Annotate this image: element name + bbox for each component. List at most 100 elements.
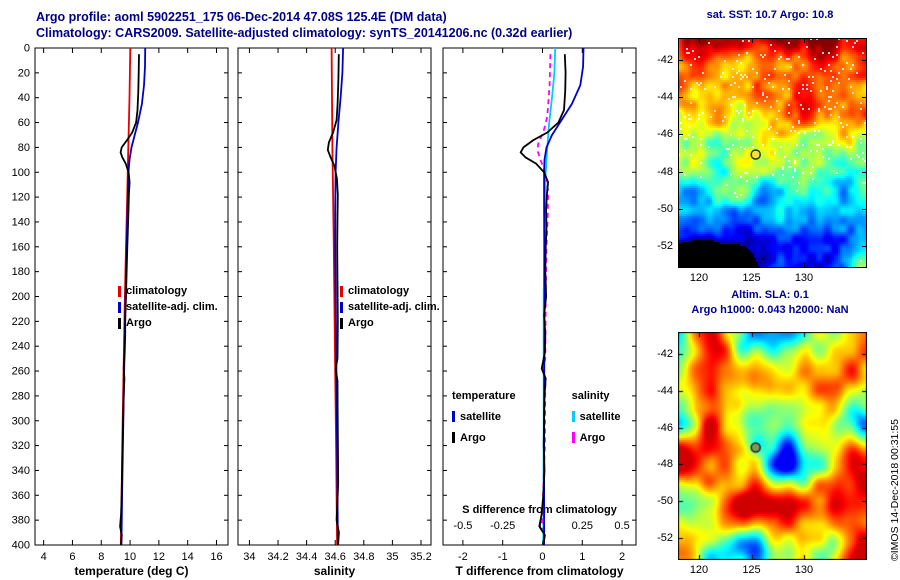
x-tick-label: 34.4 xyxy=(296,551,317,563)
legend-label: climatology xyxy=(126,285,188,297)
legend-swatch xyxy=(340,285,343,297)
y-tick-label: 260 xyxy=(12,366,30,378)
x-tick-label: -2 xyxy=(458,551,468,563)
series-temperature-argo-line xyxy=(519,54,567,546)
sla-map xyxy=(678,332,867,560)
y-tick-label: 380 xyxy=(12,515,30,527)
copyright-stamp: ©IMOS 14-Dec-2018 00:31:55 xyxy=(889,419,900,561)
y-tick-label: 320 xyxy=(12,440,30,452)
secondary-tick-label: 0.25 xyxy=(572,520,593,532)
legend-label: Argo xyxy=(460,431,486,444)
y-tick-label: 40 xyxy=(18,92,30,104)
x-tick-label: 12 xyxy=(153,551,165,563)
legend-swatch xyxy=(118,285,121,297)
map-y-tick-label: -50 xyxy=(657,495,673,508)
y-tick-label: 140 xyxy=(12,216,30,228)
x-tick-label: 34 xyxy=(243,551,255,563)
x-tick-label: 0 xyxy=(539,551,545,563)
panel-salinity: 34 34.2 34.4 34.6 34.8 35 35.2 salinity xyxy=(237,47,432,578)
legend-swatch xyxy=(571,411,575,422)
legend-item: climatology xyxy=(118,283,218,299)
x-tick-label: 34.6 xyxy=(325,551,346,563)
x-tick-label: 4 xyxy=(41,551,47,563)
y-tick-label: 180 xyxy=(12,266,30,278)
x-tick-label: 16 xyxy=(210,551,222,563)
y-tick-label: 100 xyxy=(12,167,30,179)
legend-item: satellite-adj. clim. xyxy=(118,299,218,315)
legend-label: Argo xyxy=(579,431,606,444)
map-y-tick-label: -42 xyxy=(657,54,673,67)
legend-swatch xyxy=(118,317,121,329)
map-y-tick-label: -48 xyxy=(657,458,673,471)
page-title: Argo profile: aoml 5902251_175 06-Dec-20… xyxy=(36,10,447,24)
sst-map xyxy=(678,38,867,268)
legend-header: temperature xyxy=(452,390,516,402)
map-x-tick-label: 125 xyxy=(742,272,761,284)
map-y-tick-label: -50 xyxy=(657,202,673,215)
map-x-tick-label: 125 xyxy=(742,564,761,576)
panel-tdiff: -2 -1 0 1 2T difference from climatology S di… xyxy=(442,47,637,578)
y-tick-label: 240 xyxy=(12,341,30,353)
legend-swatch xyxy=(340,301,343,313)
series-climatology-line xyxy=(330,47,338,546)
y-tick-label: 200 xyxy=(12,291,30,303)
map-x-tick-label: 120 xyxy=(689,272,709,284)
legend-header: salinity xyxy=(571,390,610,402)
map-y-tick-label: -44 xyxy=(657,91,673,104)
legend-label: Argo xyxy=(348,317,374,329)
legend-swatch xyxy=(571,432,575,443)
series-salinity-argo-line xyxy=(536,54,552,546)
legend-swatch xyxy=(452,411,455,422)
y-tick-label: 0 xyxy=(24,43,30,55)
difference-legend: temperature satellite Argo salinity satellit… xyxy=(452,390,621,448)
legend-label: Argo xyxy=(126,317,152,329)
legend-item: satellite-adj. clim. xyxy=(340,299,440,315)
y-tick-label: 80 xyxy=(18,142,30,154)
x-tick-label: 14 xyxy=(182,551,194,563)
x-tick-label: 35.2 xyxy=(410,551,431,563)
y-tick-label: 220 xyxy=(12,316,30,328)
panel-temperature: 0 20 40 60 80 100 120 140 160 180 200 220 240 260 280 3… xyxy=(12,43,229,578)
legend-label: satellite xyxy=(579,410,621,423)
map-x-tick-label: 120 xyxy=(689,564,709,576)
legend-swatch xyxy=(340,317,343,329)
legend-item: Argo xyxy=(571,427,621,448)
legend-swatch xyxy=(452,432,455,443)
series-temperature-satellite-line xyxy=(543,47,585,545)
y-tick-label: 340 xyxy=(12,465,30,477)
x-tick-label: 34.8 xyxy=(353,551,374,563)
legend-item: satellite xyxy=(452,406,516,427)
plot-box xyxy=(442,47,637,546)
secondary-axis-label: S difference from climatology xyxy=(462,504,618,516)
legend-label: satellite xyxy=(460,410,501,423)
map-y-tick-label: -46 xyxy=(657,421,673,434)
map-y-tick-label: -46 xyxy=(657,128,673,141)
secondary-tick-label: 0.5 xyxy=(614,520,629,532)
x-tick-label: -1 xyxy=(498,551,508,563)
legend-label: climatology xyxy=(348,285,410,297)
sla-map-subtitle: Argo h1000: 0.043 h2000: NaN xyxy=(691,304,849,316)
map-y-tick-label: -52 xyxy=(657,239,673,252)
page-subtitle: Climatology: CARS2009. Satellite-adjuste… xyxy=(36,26,573,40)
x-tick-label: 1 xyxy=(579,551,585,563)
legend-label: satellite-adj. clim. xyxy=(126,301,218,313)
y-tick-label: 400 xyxy=(12,540,30,552)
y-tick-label: 120 xyxy=(12,192,30,204)
y-tick-label: 280 xyxy=(12,390,30,402)
x-tick-label: 35 xyxy=(386,551,398,563)
map-y-tick-label: -48 xyxy=(657,165,673,178)
series-argo-line xyxy=(119,54,140,546)
y-tick-label: 160 xyxy=(12,241,30,253)
sst-map-title: sat. SST: 10.7 Argo: 10.8 xyxy=(706,9,834,21)
temperature-legend: climatology satellite-adj. clim. Argo xyxy=(118,283,218,331)
y-tick-label: 360 xyxy=(12,490,30,502)
y-tick-label: 60 xyxy=(18,117,30,129)
map-y-tick-label: -44 xyxy=(657,384,673,397)
legend-item: Argo xyxy=(118,315,218,331)
x-axis-label: T difference from climatology xyxy=(455,564,623,578)
x-tick-label: 34.2 xyxy=(267,551,288,563)
series-argo-line xyxy=(326,54,340,546)
legend-item: climatology xyxy=(340,283,440,299)
legend-item: satellite xyxy=(571,406,621,427)
x-tick-label: 6 xyxy=(69,551,75,563)
